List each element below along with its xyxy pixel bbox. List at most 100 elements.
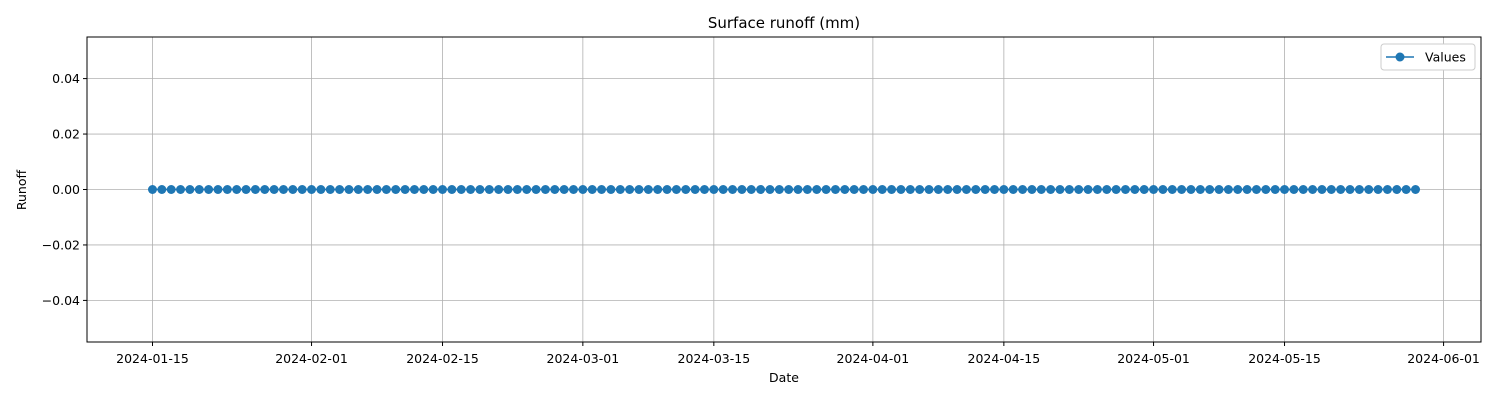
y-tick-label: 0.02	[52, 127, 80, 142]
data-point	[1223, 185, 1233, 194]
data-point	[933, 185, 943, 194]
data-point	[840, 185, 850, 194]
data-point	[400, 185, 410, 194]
data-point	[419, 185, 429, 194]
data-point	[643, 185, 653, 194]
data-point	[278, 185, 288, 194]
data-point	[765, 185, 775, 194]
data-point	[1036, 185, 1046, 194]
y-tick-label: 0.04	[52, 71, 80, 86]
data-point	[625, 185, 635, 194]
data-point	[1149, 185, 1159, 194]
data-point	[812, 185, 822, 194]
data-point	[260, 185, 270, 194]
data-point	[1298, 185, 1308, 194]
data-point	[849, 185, 859, 194]
data-point	[1317, 185, 1327, 194]
data-point	[213, 185, 223, 194]
data-point	[438, 185, 448, 194]
data-point	[307, 185, 317, 194]
data-point	[1074, 185, 1084, 194]
data-point	[428, 185, 438, 194]
data-point	[1102, 185, 1112, 194]
data-point	[1233, 185, 1243, 194]
data-point	[1280, 185, 1290, 194]
data-point	[653, 185, 663, 194]
data-point	[381, 185, 391, 194]
data-point	[447, 185, 457, 194]
data-point	[1205, 185, 1215, 194]
data-point	[690, 185, 700, 194]
data-point	[503, 185, 513, 194]
x-tick-label: 2024-03-01	[547, 351, 620, 366]
data-point	[1382, 185, 1392, 194]
data-point	[475, 185, 485, 194]
data-point	[1092, 185, 1102, 194]
data-point	[859, 185, 869, 194]
data-point	[1130, 185, 1140, 194]
x-axis-ticks: 2024-01-15 2024-02-01 2024-02-15 2024-03-01…	[116, 342, 1480, 366]
y-axis-label: Runoff	[14, 170, 29, 211]
data-point	[250, 185, 260, 194]
data-point	[559, 185, 569, 194]
data-point	[943, 185, 953, 194]
data-point	[980, 185, 990, 194]
data-point	[1345, 185, 1355, 194]
data-point	[1364, 185, 1374, 194]
data-point	[1401, 185, 1411, 194]
data-point	[1120, 185, 1130, 194]
data-point	[222, 185, 232, 194]
data-point	[681, 185, 691, 194]
data-point	[316, 185, 326, 194]
x-tick-label: 2024-05-01	[1117, 351, 1190, 366]
data-point	[494, 185, 504, 194]
data-point	[1411, 185, 1421, 194]
data-point	[232, 185, 242, 194]
data-point	[540, 185, 550, 194]
data-point	[709, 185, 719, 194]
data-point	[896, 185, 906, 194]
data-point	[999, 185, 1009, 194]
legend-label: Values	[1425, 50, 1466, 65]
data-point	[1326, 185, 1336, 194]
x-tick-label: 2024-03-15	[678, 351, 751, 366]
data-point	[756, 185, 766, 194]
data-point	[784, 185, 794, 194]
data-point	[353, 185, 363, 194]
data-point	[1289, 185, 1299, 194]
data-point	[728, 185, 738, 194]
data-point	[176, 185, 186, 194]
data-point	[802, 185, 812, 194]
data-point	[1177, 185, 1187, 194]
data-point	[204, 185, 214, 194]
data-point	[288, 185, 298, 194]
data-point	[1308, 185, 1318, 194]
y-tick-label: −0.02	[42, 237, 80, 252]
data-point	[1008, 185, 1018, 194]
y-tick-label: 0.00	[52, 182, 80, 197]
data-point	[587, 185, 597, 194]
data-point	[531, 185, 541, 194]
data-point	[1111, 185, 1121, 194]
data-point	[484, 185, 494, 194]
series-values	[147, 185, 1421, 194]
data-point	[578, 185, 588, 194]
data-point	[335, 185, 345, 194]
data-point	[868, 185, 878, 194]
data-point	[597, 185, 607, 194]
data-point	[615, 185, 625, 194]
data-point	[325, 185, 335, 194]
data-point	[887, 185, 897, 194]
x-tick-label: 2024-01-15	[116, 351, 189, 366]
chart-title: Surface runoff (mm)	[708, 14, 860, 32]
data-point	[952, 185, 962, 194]
data-point	[915, 185, 925, 194]
data-point	[344, 185, 354, 194]
data-point	[1186, 185, 1196, 194]
data-point	[662, 185, 672, 194]
x-tick-label: 2024-02-01	[275, 351, 348, 366]
x-tick-label: 2024-06-01	[1407, 351, 1480, 366]
data-point	[1336, 185, 1346, 194]
data-point	[157, 185, 167, 194]
data-point	[1214, 185, 1224, 194]
